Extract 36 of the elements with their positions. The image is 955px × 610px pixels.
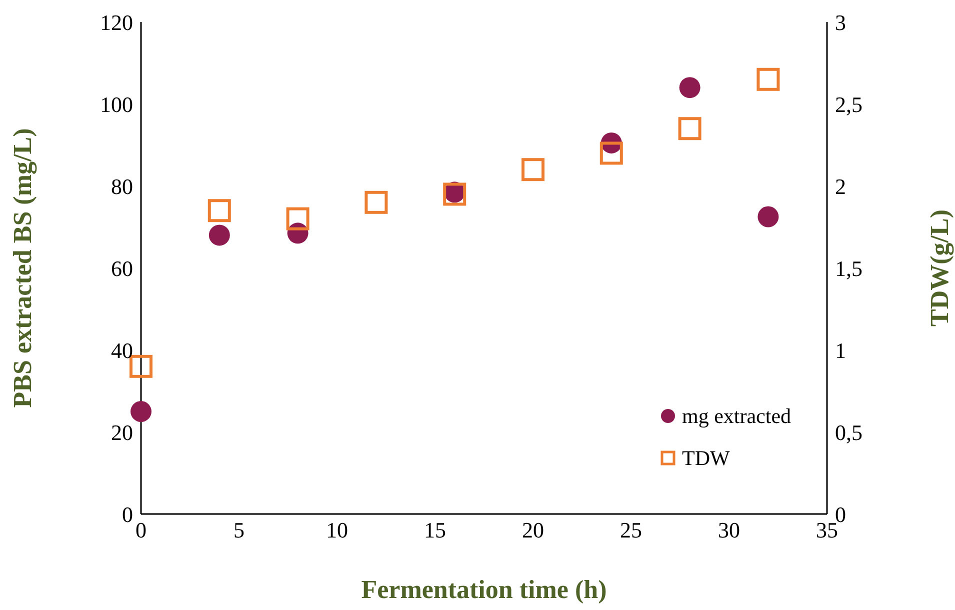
y-axis-title: PBS extracted BS (mg/L) (8, 128, 38, 408)
x-tick-label: 20 (522, 518, 544, 543)
y-tick-label: 0 (122, 502, 133, 527)
y-tick-label: 60 (111, 256, 133, 281)
y2-tick-label: 3 (835, 10, 846, 35)
x-axis-title: Fermentation time (h) (361, 575, 607, 604)
x-tick-label: 10 (326, 518, 348, 543)
y2-tick-label: 0,5 (835, 420, 862, 445)
point (522, 158, 544, 182)
point (678, 117, 702, 140)
y2-tick-label: 1,5 (835, 256, 862, 281)
y-tick-label: 40 (111, 338, 133, 363)
y2-tick-label: 0 (835, 502, 846, 527)
legend-label: mg extracted (682, 403, 792, 430)
point (130, 401, 152, 422)
y2-tick-label: 2 (835, 174, 846, 199)
y-tick-label: 80 (111, 174, 133, 199)
y-tick-label: 20 (111, 420, 133, 445)
x-tick-label: 15 (424, 518, 446, 543)
point (600, 142, 623, 165)
y2-tick-label: 2,5 (835, 92, 862, 117)
y-tick-label: 100 (100, 92, 133, 117)
y2-axis-title: TDW(g/L) (925, 210, 954, 326)
x-tick-label: 30 (718, 518, 740, 543)
point (208, 224, 230, 246)
y2-tick-label: 1 (835, 338, 846, 363)
point (756, 68, 780, 91)
point (208, 199, 231, 222)
point (758, 206, 779, 228)
point (679, 77, 700, 98)
legend-label: TDW (682, 445, 730, 472)
y-tick-label: 120 (100, 10, 133, 35)
x-tick-label: 5 (234, 518, 244, 543)
point (364, 190, 388, 214)
point (286, 207, 310, 230)
x-tick-label: 25 (620, 518, 642, 543)
